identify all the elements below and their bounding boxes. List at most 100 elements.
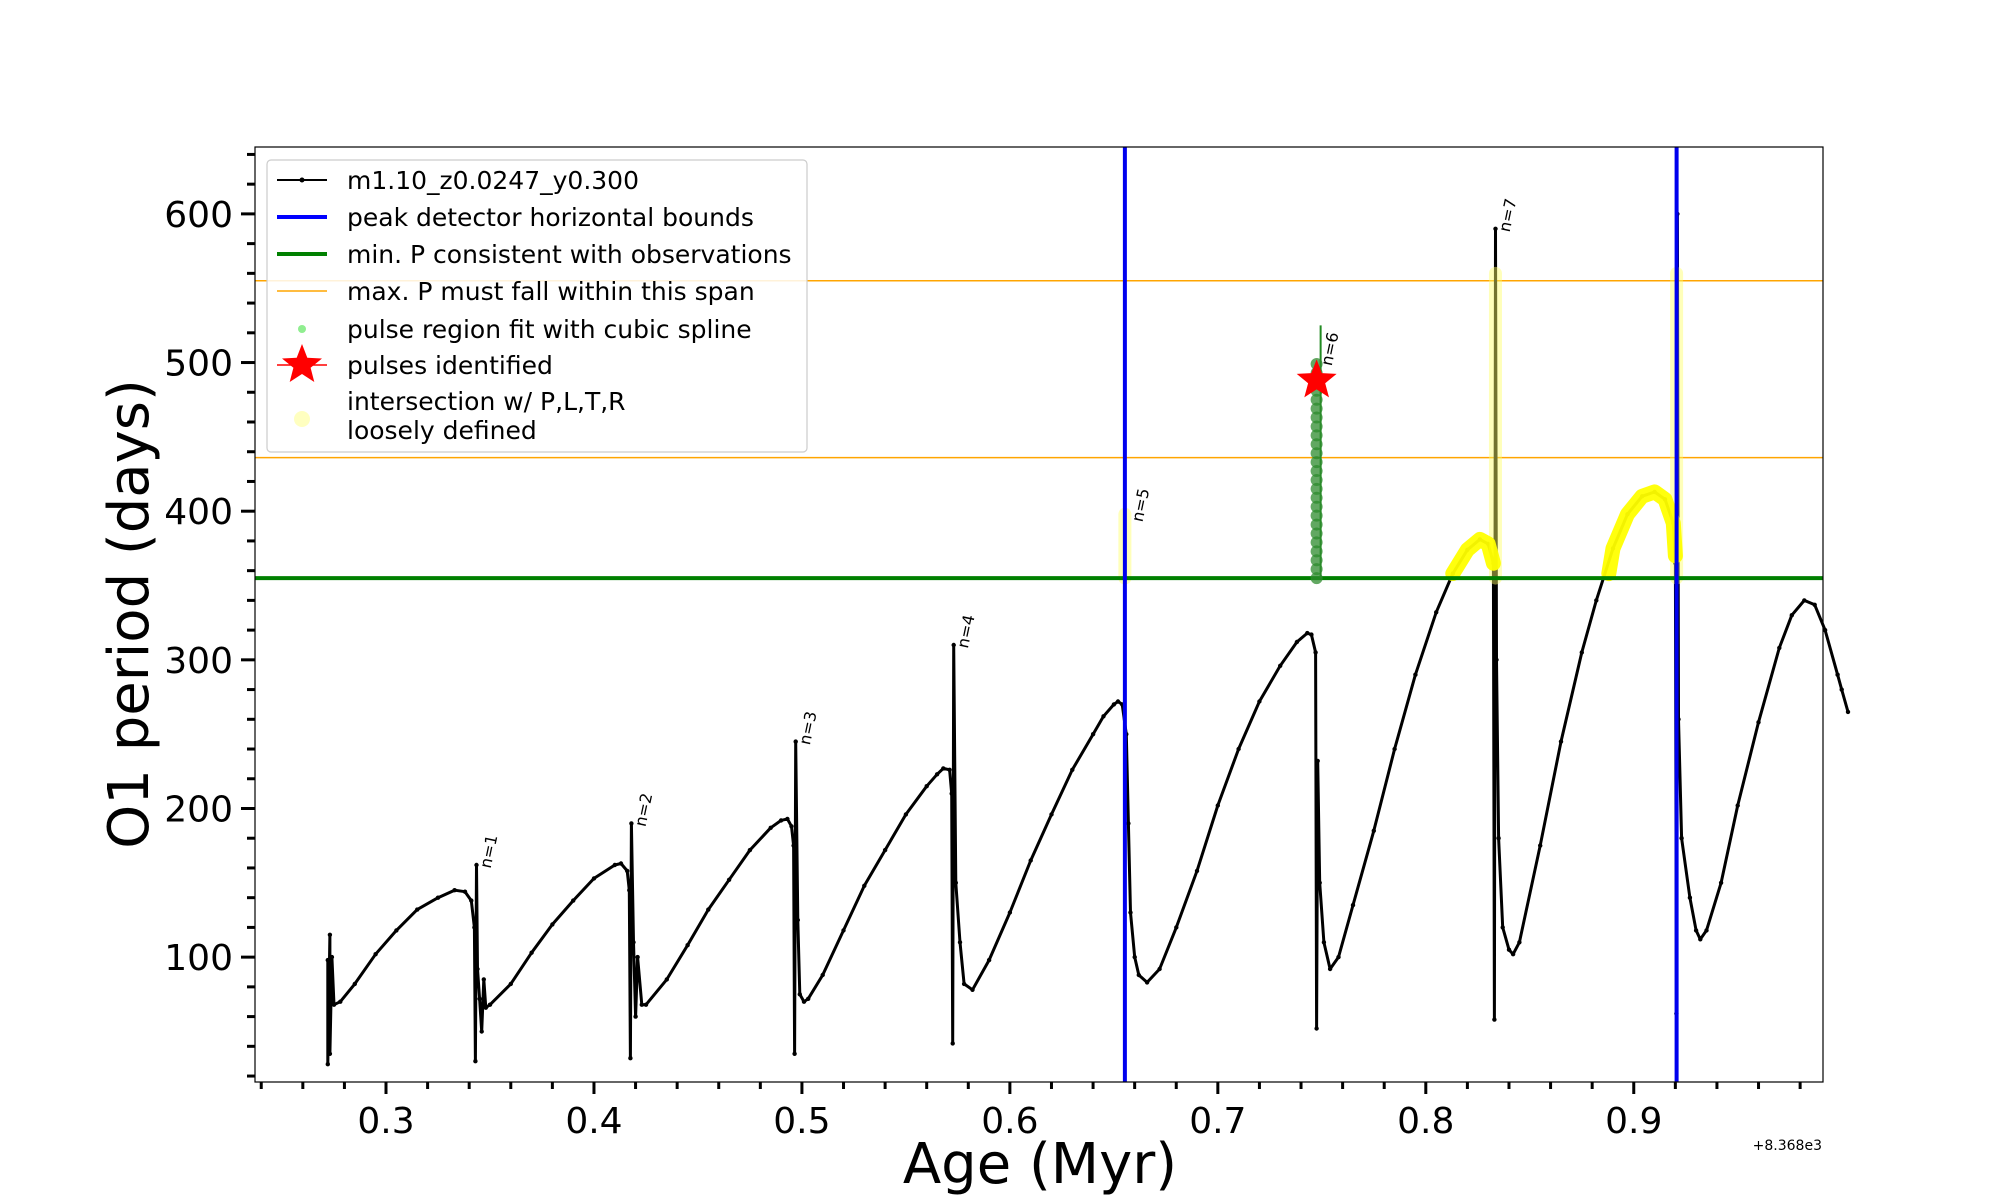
y-tick-label: 200 [164,789,233,830]
series-point-24 [508,981,513,987]
series-point-89 [1174,925,1179,930]
series-point-60 [903,812,909,817]
series-point-22 [483,1005,488,1010]
series-point-86 [1136,972,1142,978]
series-point-83 [1126,821,1131,826]
series-point-141 [1704,928,1709,933]
series-point-15 [472,925,477,930]
series-point-37 [635,954,640,960]
series-point-143 [1735,803,1740,808]
plot-frame [254,146,1824,1083]
series-point-3 [327,1051,333,1057]
series-point-4 [329,954,335,960]
series-point-68 [953,880,958,885]
x-tick-label: 0.4 [565,1101,622,1142]
series-point-138 [1687,895,1693,900]
series-point-54 [801,999,807,1004]
legend-entry-2: min. P consistent with observations [277,240,792,269]
series-point-149 [1822,627,1828,633]
series-point-84 [1128,910,1133,915]
legend-label: pulse region fit with cubic spline [347,315,752,344]
series-point-10 [415,907,420,912]
series-point-108 [1413,672,1418,677]
series-point-29 [612,862,617,868]
spline-point [1310,482,1323,495]
series-point-58 [862,883,867,888]
spline-point [1310,491,1323,504]
series-point-90 [1194,868,1200,874]
series-point-119 [1500,925,1505,930]
series-point-62 [934,772,940,777]
series-point-25 [529,950,534,955]
series-point-106 [1371,828,1377,833]
series-point-75 [1049,812,1054,817]
spline-point [1310,554,1323,567]
series-point-87 [1144,980,1150,985]
legend-label: pulses identified [347,351,553,380]
series-point-43 [726,877,732,882]
series-point-100 [1315,758,1320,764]
series-point-27 [571,898,576,903]
series-point-95 [1294,639,1300,645]
series-point-94 [1278,663,1283,668]
series-point-80 [1115,699,1121,704]
y-tick-label: 100 [164,938,233,979]
axes-layer: 0.3 0.4 0.5 0.6 0.7 0.8 0.9 100 200 300 400 500 600 [164,152,1802,1142]
series-point-16 [473,1059,478,1064]
spline-point [1310,420,1323,433]
legend-entry-5: pulses identified [277,344,553,382]
series-point-23 [487,1002,493,1007]
series-point-72 [986,957,992,963]
spline-point [1310,518,1323,531]
legend-entry-1: peak detector horizontal bounds [277,203,754,232]
legend-label: m1.10_z0.0247_y0.300 [347,166,639,195]
series-point-139 [1693,928,1699,933]
spline-point [1310,536,1323,549]
legend-label-line2: loosely defined [347,416,537,445]
spline-point [1310,563,1323,576]
series-point-38 [639,1002,644,1007]
series-point-33 [628,1056,633,1061]
spline-point [1310,411,1323,424]
spline-point [1310,429,1323,442]
series-point-77 [1090,732,1096,737]
y-axis-title: O1 period (days) [97,379,162,849]
legend-label: peak detector horizontal bounds [347,203,754,232]
series-point-34 [629,821,634,826]
series-point-50 [792,1051,797,1057]
spline-point [1310,465,1323,478]
spline-point [1310,509,1323,522]
x-tick-label: 0.3 [357,1101,414,1142]
x-tick-label: 0.7 [1189,1101,1246,1142]
series-point-70 [961,981,967,987]
series-point-145 [1777,645,1782,651]
series-point-63 [941,766,946,771]
series-point-52 [795,917,800,923]
spline-point [1310,545,1323,558]
series-point-148 [1812,602,1817,607]
series-point-71 [970,987,975,992]
series-point-123 [1538,843,1543,848]
series-point-85 [1132,954,1137,960]
legend-entry-4: pulse region fit with cubic spline [298,315,752,344]
series-point-125 [1579,650,1585,655]
x-tick-label: 0.8 [1397,1101,1454,1142]
y-tick-label: 400 [164,492,233,533]
series-point-0 [325,957,330,963]
series-point-103 [1327,966,1333,972]
series-point-147 [1802,598,1807,603]
series-point-12 [452,888,457,893]
y-tick-label: 300 [164,641,233,682]
series-point-61 [924,784,929,789]
series-point-47 [785,816,790,822]
x-tick-label: 0.6 [981,1101,1038,1142]
x-axis-title: Age (Myr) [903,1132,1177,1197]
series-point-49 [791,843,796,848]
series-point-42 [706,907,711,912]
series-point-92 [1236,746,1241,752]
series-point-45 [768,825,773,830]
intersection-region-4 [1601,484,1683,582]
pulse-identified-star [1296,359,1337,398]
